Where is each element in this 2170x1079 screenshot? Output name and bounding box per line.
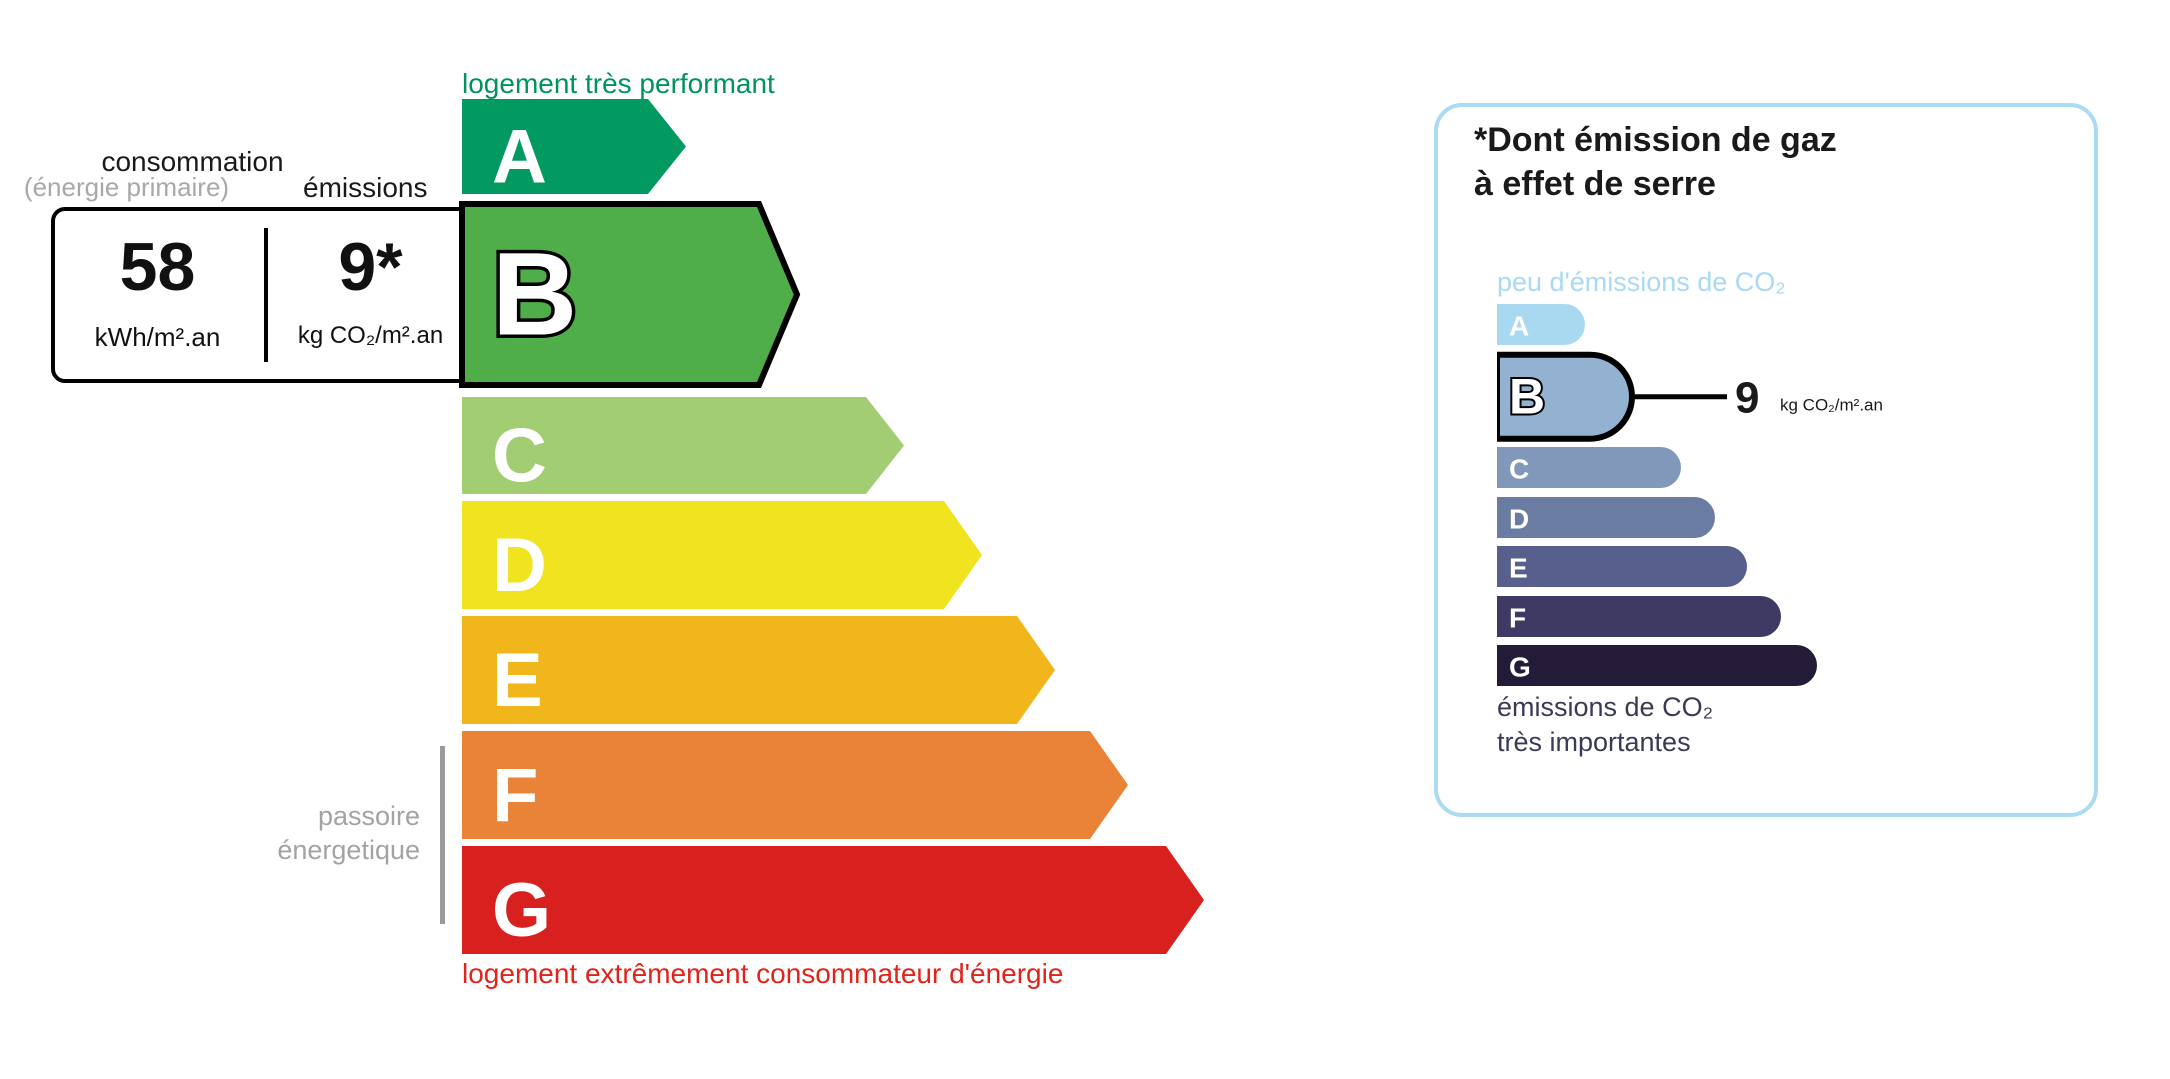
svg-text:9: 9 xyxy=(1735,374,1759,423)
svg-text:C: C xyxy=(492,414,547,499)
svg-text:F: F xyxy=(1509,603,1526,634)
svg-text:kg CO₂/m².an: kg CO₂/m².an xyxy=(1780,396,1883,415)
svg-text:D: D xyxy=(492,523,547,608)
svg-text:A: A xyxy=(492,115,547,200)
svg-text:B: B xyxy=(1509,369,1545,425)
svg-text:E: E xyxy=(492,638,543,723)
svg-text:G: G xyxy=(1509,652,1531,683)
svg-text:D: D xyxy=(1509,504,1529,535)
svg-text:E: E xyxy=(1509,553,1528,584)
svg-text:G: G xyxy=(492,868,551,953)
svg-text:B: B xyxy=(492,229,577,361)
svg-text:A: A xyxy=(1509,311,1529,342)
svg-text:C: C xyxy=(1509,454,1529,485)
svg-text:F: F xyxy=(492,753,538,838)
